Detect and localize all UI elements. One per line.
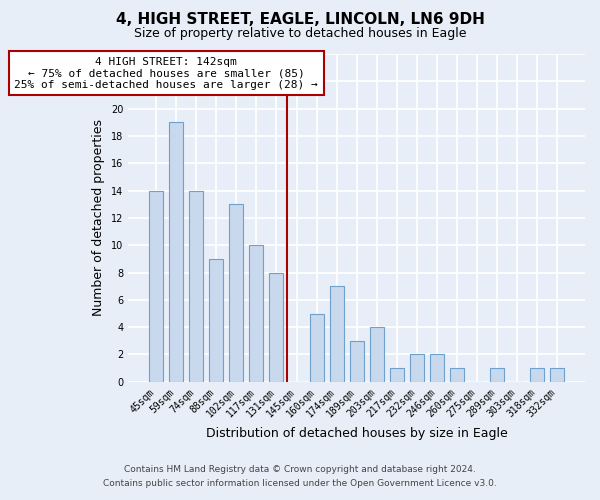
Bar	[430, 354, 444, 382]
Text: Size of property relative to detached houses in Eagle: Size of property relative to detached ho…	[134, 28, 466, 40]
Y-axis label: Number of detached properties: Number of detached properties	[92, 120, 106, 316]
Bar	[490, 368, 504, 382]
Bar	[169, 122, 183, 382]
Text: 4, HIGH STREET, EAGLE, LINCOLN, LN6 9DH: 4, HIGH STREET, EAGLE, LINCOLN, LN6 9DH	[116, 12, 484, 28]
Bar	[550, 368, 564, 382]
Bar	[310, 314, 323, 382]
X-axis label: Distribution of detached houses by size in Eagle: Distribution of detached houses by size …	[206, 427, 508, 440]
Bar	[149, 190, 163, 382]
Bar	[189, 190, 203, 382]
Bar	[329, 286, 344, 382]
Bar	[250, 245, 263, 382]
Text: Contains HM Land Registry data © Crown copyright and database right 2024.
Contai: Contains HM Land Registry data © Crown c…	[103, 466, 497, 487]
Bar	[350, 341, 364, 382]
Bar	[269, 272, 283, 382]
Bar	[209, 259, 223, 382]
Text: 4 HIGH STREET: 142sqm
← 75% of detached houses are smaller (85)
25% of semi-deta: 4 HIGH STREET: 142sqm ← 75% of detached …	[14, 56, 318, 90]
Bar	[370, 327, 384, 382]
Bar	[450, 368, 464, 382]
Bar	[410, 354, 424, 382]
Bar	[229, 204, 244, 382]
Bar	[530, 368, 544, 382]
Bar	[390, 368, 404, 382]
